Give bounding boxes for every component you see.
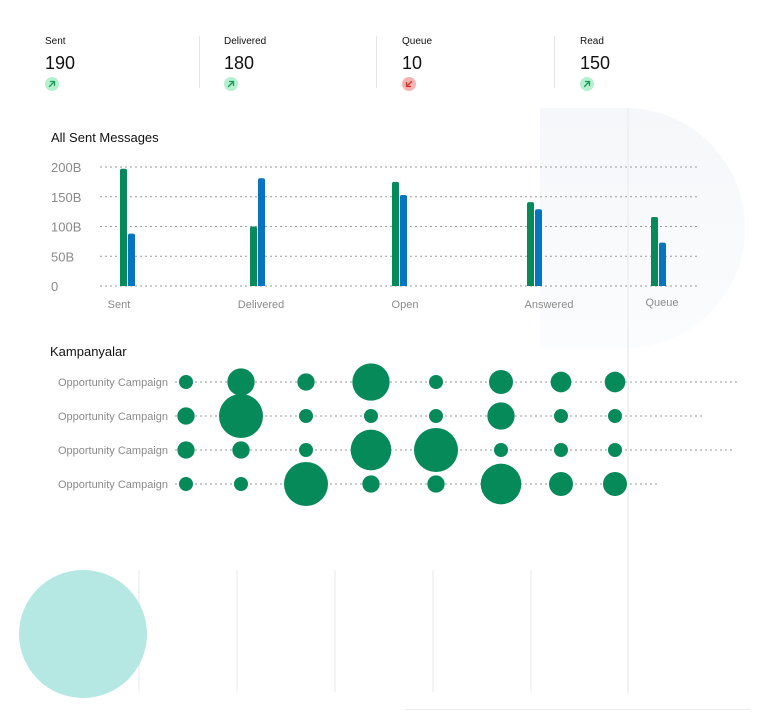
bar-chart-bar — [128, 233, 135, 286]
stat-label: Delivered — [224, 36, 267, 47]
stat-label: Sent — [45, 36, 66, 47]
bubble-chart-bubble — [179, 375, 193, 389]
bubble-chart-bubble — [603, 472, 627, 496]
bubble-chart-bubble — [299, 443, 313, 457]
bubble-chart-row-label: Opportunity Campaign — [58, 377, 168, 389]
stat-value: 190 — [45, 53, 76, 73]
arrow-up-right-icon — [580, 77, 594, 91]
bar-chart-x-tick: Sent — [108, 299, 131, 311]
bar-chart-bar — [258, 178, 265, 286]
bubble-chart-bubble — [487, 402, 515, 430]
stats-row: Sent 190 Delivered 180 Queue 10 Read 150 — [0, 0, 768, 100]
bubble-chart-row-label: Opportunity Campaign — [58, 445, 168, 457]
stat-value: 10 — [402, 53, 423, 73]
bar-chart-x-tick: Answered — [525, 299, 574, 311]
stat-value: 180 — [224, 53, 255, 73]
stat-divider — [199, 36, 200, 88]
bubble-chart-bubble — [297, 373, 315, 391]
background-column-line — [236, 570, 238, 692]
bar-chart-x-tick: Queue — [645, 297, 678, 309]
bar-chart-bar — [651, 216, 658, 286]
bubble-chart-bubble — [549, 472, 573, 496]
bubble-chart-bubble — [427, 475, 445, 493]
bubble-chart-bubble — [550, 371, 572, 393]
bubble-chart-bubble — [177, 441, 195, 459]
bubble-chart-row-label: Opportunity Campaign — [58, 411, 168, 423]
bubble-chart-title: Kampanyalar — [50, 344, 127, 359]
bar-chart-y-tick: 0 — [51, 279, 58, 294]
bubble-chart-bubble — [227, 368, 255, 396]
bar-chart-title: All Sent Messages — [51, 130, 159, 145]
arrow-down-left-icon — [402, 77, 416, 91]
bubble-chart-bubble — [350, 429, 392, 471]
stat-queue: Queue 10 — [402, 36, 552, 91]
stat-label: Read — [580, 36, 604, 47]
arrow-up-right-icon — [45, 77, 59, 91]
bar-chart-y-tick: 200B — [51, 160, 81, 175]
bubble-chart-bubble — [179, 477, 193, 491]
bar-chart-bar — [659, 242, 666, 286]
bar-chart-x-tick: Open — [392, 299, 419, 311]
background-baseline — [405, 709, 750, 710]
stat-delivered: Delivered 180 — [224, 36, 374, 91]
stat-sent: Sent 190 — [45, 36, 195, 91]
arrow-up-right-icon — [224, 77, 238, 91]
stat-value: 150 — [580, 53, 611, 73]
bubble-chart-bubble — [554, 443, 568, 457]
bubble-chart-bubble — [177, 407, 195, 425]
bubble-chart-bubble — [414, 428, 458, 472]
bubble-chart-bubble — [234, 477, 248, 491]
stat-label: Queue — [402, 36, 433, 47]
bubble-chart-bubble — [608, 443, 622, 457]
bar-chart-bar — [392, 181, 399, 286]
bar-chart-bar — [250, 226, 257, 286]
background-panel — [540, 108, 745, 348]
background-column-line — [334, 570, 336, 692]
bubble-chart-bubble — [284, 462, 328, 506]
bar-chart-bar — [535, 209, 542, 286]
bar-chart-y-tick: 150B — [51, 190, 81, 205]
bubble-chart-bubble — [554, 409, 568, 423]
bubble-chart-bubble — [608, 409, 622, 423]
bubble-chart-row-label: Opportunity Campaign — [58, 479, 168, 491]
bubble-chart-bubble — [429, 409, 443, 423]
bar-chart-bar — [527, 202, 534, 286]
bar-chart: 200B 150B 100B 50B 0 Sent Delivered Open Answere… — [51, 160, 697, 311]
bubble-chart-bubble — [232, 441, 250, 459]
bar-chart-y-tick: 100B — [51, 220, 81, 235]
stat-read: Read 150 — [580, 36, 730, 91]
background-divider — [627, 108, 629, 693]
bar-chart-bar — [120, 168, 127, 286]
bubble-chart: Opportunity Campaign Opportunity Campaign… — [58, 363, 738, 506]
stat-divider — [554, 36, 555, 88]
bubble-chart-bubble — [494, 443, 508, 457]
bubble-chart-bubble — [604, 371, 626, 393]
background-column-line — [432, 570, 434, 692]
bubble-chart-bubble — [480, 463, 522, 505]
stat-divider — [376, 36, 377, 88]
bubble-chart-bubble — [429, 375, 443, 389]
bubble-chart-bubble — [219, 394, 263, 438]
bubble-chart-bubble — [299, 409, 313, 423]
bar-chart-y-tick: 50B — [51, 249, 74, 264]
bubble-chart-bubble — [362, 475, 380, 493]
background-column-line — [530, 570, 532, 692]
bar-chart-bar — [400, 194, 407, 286]
bar-chart-x-tick: Delivered — [238, 299, 284, 311]
bubble-chart-bubble — [489, 370, 513, 394]
decorative-circle — [19, 570, 147, 698]
bubble-chart-bubble — [364, 409, 378, 423]
bubble-chart-bubble — [352, 363, 390, 401]
